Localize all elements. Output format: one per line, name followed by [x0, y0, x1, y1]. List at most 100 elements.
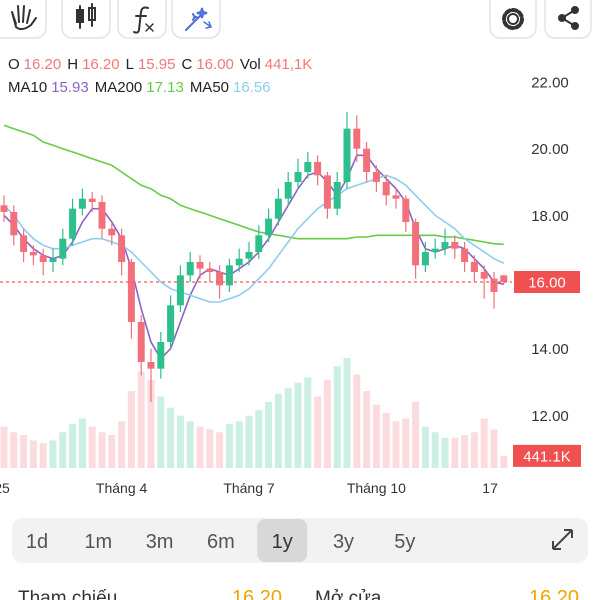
- volume-bar: [284, 388, 292, 468]
- volume-box: [513, 444, 581, 467]
- indicator-button[interactable]: [117, 0, 167, 39]
- ohlc-name: L: [126, 56, 134, 73]
- range-option[interactable]: 1d: [26, 531, 48, 553]
- volume-bar: [461, 435, 469, 468]
- range-option[interactable]: 5y: [394, 531, 415, 553]
- volume-bar: [20, 435, 28, 468]
- candle-body: [137, 322, 145, 362]
- candle-body: [20, 235, 28, 252]
- volume-bar: [225, 424, 233, 468]
- volume-bar: [0, 426, 8, 468]
- candle-body: [421, 252, 429, 266]
- volume-bar: [49, 440, 57, 468]
- candle-body: [78, 198, 86, 209]
- toolbar-icons: [11, 3, 579, 34]
- volume-bar: [490, 429, 498, 468]
- range-option[interactable]: 1m: [84, 531, 112, 553]
- ohlc-value: 15.95: [138, 56, 176, 73]
- volume-bar: [304, 377, 312, 468]
- volume-bar: [88, 426, 96, 468]
- expand-icon[interactable]: [552, 529, 573, 550]
- candle-body: [127, 262, 135, 322]
- volume-bar: [431, 432, 439, 468]
- volume-bar: [235, 421, 243, 468]
- candle-body: [304, 162, 312, 172]
- candle-button[interactable]: [61, 0, 111, 39]
- ma-legend: MA10 15.93 MA200 17.13 MA50 16.56: [8, 79, 271, 96]
- summary-row: Tham chiếu 16.20 Mở cửa 16.20: [18, 587, 579, 600]
- candle-body: [196, 262, 204, 269]
- range-option[interactable]: 6m: [207, 531, 235, 553]
- summary-value: 16.20: [529, 587, 579, 600]
- y-tick-label: 20.00: [531, 141, 569, 158]
- ma-line: [3, 154, 504, 361]
- candle-body: [431, 248, 439, 252]
- y-tick-label: 14.00: [531, 341, 569, 358]
- candle-body: [323, 175, 331, 209]
- candle-body: [500, 275, 508, 282]
- volume-bar: [392, 421, 400, 468]
- candle-body: [59, 238, 67, 259]
- settings-button[interactable]: [489, 0, 537, 39]
- volume-bar: [255, 410, 263, 468]
- range-selected: [257, 519, 308, 562]
- volume-bar: [137, 371, 145, 468]
- candle-body: [0, 205, 8, 212]
- range-option[interactable]: 3y: [333, 531, 354, 553]
- ohlc-value: 16.20: [82, 56, 120, 73]
- volume-bar: [167, 407, 175, 468]
- candle-body: [186, 262, 194, 276]
- candle-body: [451, 242, 459, 249]
- candle-body: [147, 362, 155, 369]
- volume-bar: [294, 382, 302, 468]
- share-button[interactable]: [544, 0, 592, 39]
- volume-bar: [216, 432, 224, 468]
- legend-value: 15.93: [51, 79, 89, 96]
- legend-name: MA10: [8, 79, 47, 96]
- candle-body: [441, 242, 449, 249]
- volume-bar: [10, 432, 18, 468]
- ohlc-name: C: [182, 56, 193, 73]
- volume-bar: [39, 443, 47, 468]
- x-tick-label: 17: [482, 480, 498, 496]
- volume-bar: [353, 374, 361, 468]
- ohlc-name: O: [8, 56, 20, 73]
- candle-body: [284, 182, 292, 199]
- candle-body: [10, 212, 18, 236]
- volume-bar: [451, 437, 459, 468]
- volume-bar: [343, 358, 351, 468]
- legend-value: 17.13: [146, 79, 184, 96]
- volume-bar: [412, 402, 420, 468]
- volume-bar: [147, 380, 155, 468]
- summary-value: 16.20: [232, 587, 282, 600]
- candle-body: [372, 172, 380, 182]
- candle-body: [470, 262, 478, 272]
- ohlc-value: 16.20: [24, 56, 62, 73]
- volume-bar: [363, 391, 371, 468]
- candle-body: [167, 305, 175, 342]
- candle-body: [98, 202, 106, 229]
- candle-body: [314, 162, 322, 176]
- candle-body: [382, 182, 390, 196]
- volume-bar: [480, 418, 488, 468]
- candle-body: [343, 128, 351, 182]
- volume-bar: [186, 421, 194, 468]
- candle-body: [294, 172, 302, 182]
- volume-bar: [314, 396, 322, 468]
- volume-bar: [372, 404, 380, 468]
- plot: 16.00 12.00 14.00 18.00 20.00 22.00 441.1K 2025…: [0, 75, 581, 496]
- ma-line: [3, 124, 504, 246]
- legend-name: MA50: [190, 79, 229, 96]
- candle-body: [274, 198, 282, 219]
- candle-body: [118, 235, 126, 262]
- candle-body: [216, 272, 224, 286]
- candle-body: [333, 182, 341, 209]
- ohlc-legend: O 16.20 H 16.20 L 15.95 C 16.00 Vol 441,1K: [8, 56, 312, 73]
- y-tick-label: 22.00: [531, 75, 569, 92]
- range-option[interactable]: 3m: [146, 531, 174, 553]
- candle-body: [49, 258, 57, 262]
- volume-bar: [333, 366, 341, 468]
- range-option[interactable]: 1y: [272, 531, 293, 553]
- candle-body: [157, 342, 165, 369]
